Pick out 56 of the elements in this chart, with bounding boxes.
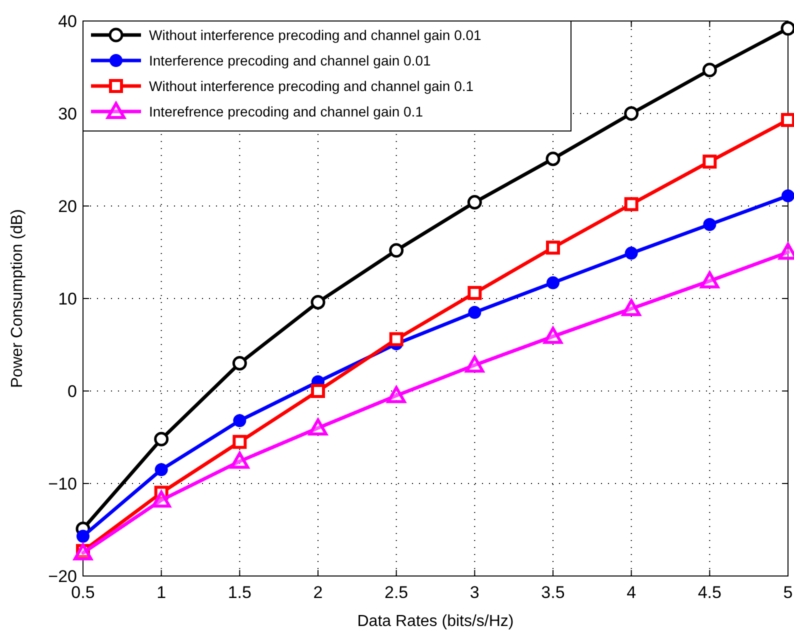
- point: [154, 432, 169, 446]
- legend-label: Without interference precoding and channel gain 0.1: [149, 78, 474, 94]
- x-tick-label: 2: [313, 583, 323, 602]
- point: [624, 197, 638, 212]
- point: [546, 240, 560, 255]
- y-tick-label: −20: [48, 567, 77, 586]
- y-axis-title: Power Consumption (dB): [9, 209, 26, 388]
- x-tick-label: 5: [783, 583, 793, 602]
- point: [386, 386, 406, 404]
- point: [700, 271, 720, 288]
- point: [624, 106, 639, 121]
- point: [468, 306, 482, 319]
- x-tick-label: 1.5: [228, 583, 252, 602]
- point: [233, 414, 246, 428]
- point: [76, 530, 90, 543]
- point: [308, 418, 328, 436]
- legend-label: Interefrence precoding and channel gain 0.1: [149, 104, 424, 120]
- point: [546, 152, 560, 166]
- point: [389, 243, 404, 258]
- point: [781, 112, 794, 127]
- legend-label: Without interference precoding and channel gain 0.01: [149, 27, 482, 43]
- point: [154, 463, 168, 476]
- y-tick-label: 10: [58, 290, 77, 308]
- y-tick-label: 0: [68, 382, 77, 401]
- point: [152, 490, 171, 508]
- point: [703, 218, 716, 231]
- x-tick-label: 4.5: [698, 583, 722, 602]
- x-tick-label: 3: [470, 583, 480, 602]
- point: [544, 326, 562, 344]
- point: [624, 246, 638, 260]
- x-tick-label: 3.5: [541, 583, 565, 602]
- point: [782, 189, 794, 202]
- x-tick-label: 4: [626, 583, 636, 602]
- x-tick-label: 0.5: [71, 583, 95, 602]
- point: [780, 21, 794, 36]
- y-tick-label: −10: [48, 474, 77, 494]
- point: [232, 434, 247, 449]
- point: [702, 62, 717, 78]
- point: [389, 332, 404, 346]
- x-tick-label: 1: [156, 583, 166, 602]
- y-tick-label: 20: [58, 197, 77, 216]
- y-tick-label: 30: [58, 104, 77, 124]
- y-tick-label: 40: [58, 12, 77, 31]
- point: [230, 452, 250, 469]
- point: [622, 299, 641, 316]
- point: [310, 294, 326, 310]
- point: [468, 286, 482, 300]
- point: [467, 195, 482, 210]
- point: [465, 356, 484, 373]
- point: [232, 356, 247, 370]
- point: [702, 154, 717, 169]
- point: [546, 276, 560, 290]
- point: [311, 384, 325, 398]
- legend-label: Interference precoding and channel gain 0.01: [149, 52, 431, 68]
- x-tick-label: 2.5: [384, 583, 408, 602]
- x-axis-title: Data Rates (bits/s/Hz): [357, 613, 514, 630]
